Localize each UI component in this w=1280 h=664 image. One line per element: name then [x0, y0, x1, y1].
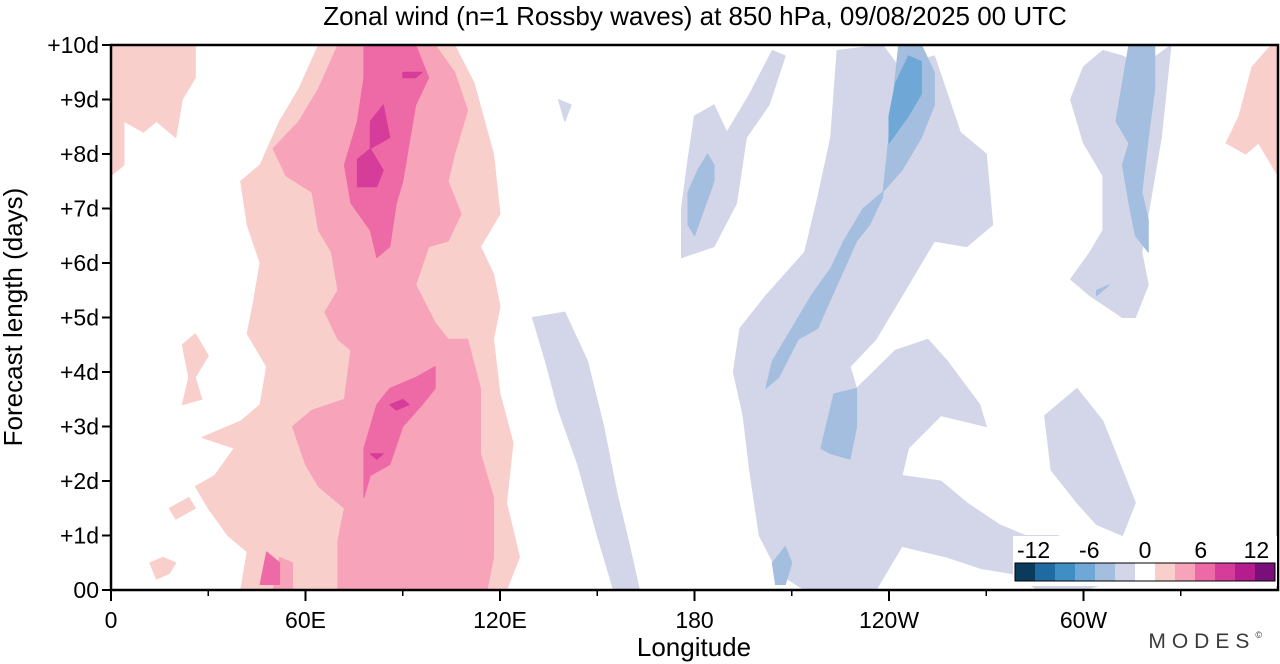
- contour-region-27: [389, 398, 410, 411]
- colorbar-swatch-10: [1215, 563, 1236, 581]
- x-tick-label-0: 0: [105, 607, 118, 633]
- y-tick-label-6: +6d: [60, 250, 99, 276]
- contour-region-9: [820, 387, 858, 460]
- colorbar-swatch-8: [1175, 563, 1196, 581]
- colorbar-swatch-1: [1035, 563, 1056, 581]
- colorbar-swatch-4: [1095, 563, 1116, 581]
- colorbar-swatch-11: [1235, 563, 1256, 581]
- contour-layer: [111, 45, 1278, 590]
- contour-region-22: [363, 366, 436, 498]
- x-tick-label-1: 60E: [285, 607, 326, 633]
- y-tick-label-10: +10d: [47, 32, 99, 58]
- colorbar-label-0: -12: [1017, 537, 1050, 563]
- colorbar-label-3: 6: [1194, 537, 1207, 563]
- contour-region-5: [1044, 387, 1136, 536]
- colorbar-label-2: 0: [1139, 537, 1152, 563]
- x-tick-label-2: 120E: [473, 607, 527, 633]
- contour-region-15: [181, 333, 209, 406]
- y-tick-label-7: +7d: [60, 196, 99, 222]
- colorbar-swatch-0: [1015, 563, 1036, 581]
- y-tick-label-2: +2d: [60, 468, 99, 494]
- contour-region-26: [356, 148, 384, 188]
- colorbar-label-4: 12: [1244, 537, 1270, 563]
- contour-region-10: [771, 545, 793, 585]
- x-axis: 0 60E 120E 180 120W 60W: [105, 590, 1182, 633]
- contour-region-16: [168, 496, 196, 520]
- colorbar: -12 -6 0 6 12: [1013, 536, 1277, 586]
- x-tick-label-3: 180: [675, 607, 713, 633]
- y-tick-label-4: +4d: [60, 359, 99, 385]
- contour-region-14: [1225, 45, 1278, 177]
- contour-region-3: [732, 45, 1104, 590]
- brand-name: MODES: [1148, 630, 1256, 653]
- colorbar-label-1: -6: [1079, 537, 1099, 563]
- contour-region-17: [149, 556, 177, 580]
- contour-region-2: [681, 50, 786, 259]
- contour-region-1: [557, 99, 572, 122]
- contour-region-21: [343, 45, 430, 259]
- y-tick-label-0: 00: [73, 577, 99, 603]
- colorbar-swatch-7: [1155, 563, 1176, 581]
- x-tick-label-5: 60W: [1060, 607, 1108, 633]
- colorbar-swatch-9: [1195, 563, 1216, 581]
- contour-region-8: [1115, 45, 1156, 253]
- contour-region-23: [259, 551, 281, 585]
- colorbar-swatch-3: [1075, 563, 1096, 581]
- y-tick-label-9: +9d: [60, 87, 99, 113]
- contour-region-24: [402, 71, 423, 79]
- y-tick-label-3: +3d: [60, 414, 99, 440]
- colorbar-swatch-2: [1055, 563, 1076, 581]
- y-axis-label: Forecast length (days): [0, 188, 28, 447]
- chart-title: Zonal wind (n=1 Rossby waves) at 850 hPa…: [323, 1, 1067, 31]
- contour-region-25: [369, 104, 391, 150]
- contour-region-28: [369, 453, 384, 460]
- x-axis-label: Longitude: [637, 632, 751, 662]
- x-tick-label-4: 120W: [859, 607, 919, 633]
- contour-region-6: [687, 153, 715, 237]
- colorbar-swatch-5: [1115, 563, 1136, 581]
- contour-region-11: [1096, 284, 1110, 297]
- contour-region-0: [531, 311, 640, 590]
- y-axis: 00 +1d +2d +3d +4d +5d +6d +7d +8d +9d +10d: [47, 32, 111, 603]
- y-tick-label-8: +8d: [60, 141, 99, 167]
- modes-logo: MODES©: [1148, 630, 1262, 654]
- brand-mark: ©: [1255, 630, 1262, 640]
- y-tick-label-5: +5d: [60, 305, 99, 331]
- colorbar-swatch-12: [1255, 563, 1276, 581]
- contour-region-19: [272, 45, 494, 590]
- contour-region-12: [888, 55, 922, 144]
- contour-region-13: [111, 45, 196, 177]
- colorbar-frame: [1014, 562, 1276, 582]
- colorbar-swatch-6: [1135, 563, 1156, 581]
- y-tick-label-1: +1d: [60, 523, 99, 549]
